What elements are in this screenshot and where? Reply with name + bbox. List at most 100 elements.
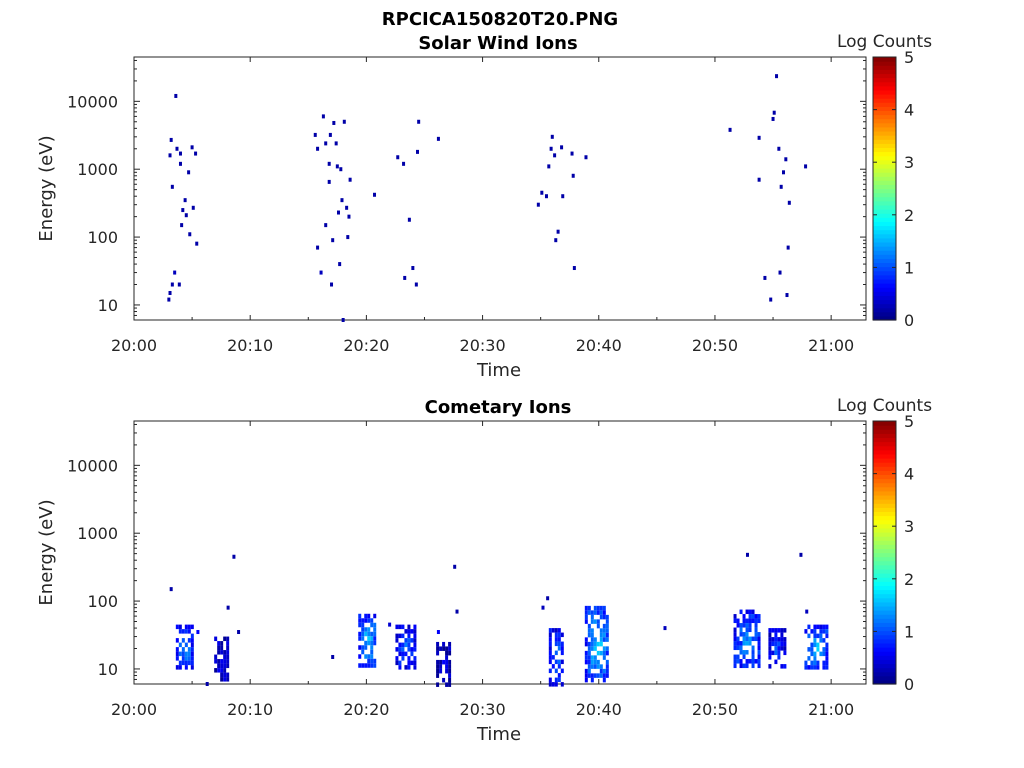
data-cell [445, 655, 449, 660]
data-cell [774, 628, 778, 633]
data-cell [739, 609, 743, 615]
data-cell [410, 638, 414, 643]
data-cell [548, 646, 552, 651]
data-cell [367, 618, 371, 623]
data-cell [584, 614, 588, 620]
data-point [331, 238, 335, 243]
data-cell [816, 642, 820, 648]
colorbar-segment [873, 568, 896, 574]
data-cell [413, 624, 417, 630]
data-point [339, 167, 343, 172]
data-point [177, 282, 181, 287]
data-cell [442, 641, 446, 647]
data-cell [584, 659, 588, 665]
data-cell [804, 629, 808, 634]
colorbar-segment [873, 544, 896, 549]
data-cell [739, 632, 743, 637]
y-tick-label: 1000 [77, 160, 118, 179]
data-point [757, 135, 761, 140]
data-cell [226, 663, 230, 669]
data-cell [780, 628, 784, 633]
data-cell [413, 633, 417, 639]
data-cell [816, 665, 820, 670]
data-cell [825, 633, 829, 639]
colorbar-segment [873, 176, 896, 181]
data-cell [587, 668, 591, 674]
data-point [316, 245, 320, 250]
data-cell [810, 642, 814, 648]
data-cell [605, 673, 609, 678]
data-cell [364, 618, 368, 623]
data-point [316, 146, 320, 151]
data-point [805, 609, 809, 614]
data-cell [748, 636, 752, 642]
data-cell [733, 614, 737, 619]
colorbar-segment [873, 122, 896, 128]
colorbar-segment [873, 474, 896, 480]
colorbar-tick-label: 4 [904, 465, 914, 484]
colorbar-segment [873, 593, 896, 599]
data-cell [748, 659, 752, 664]
data-cell [742, 663, 746, 669]
data-cell [413, 629, 417, 634]
data-point [540, 190, 544, 195]
colorbar-segment [873, 65, 896, 70]
data-point [782, 170, 786, 175]
data-cell [448, 677, 452, 683]
data-point [167, 297, 171, 302]
data-cell [395, 633, 399, 639]
data-cell [748, 623, 752, 628]
data-cell [190, 647, 194, 652]
data-point [341, 318, 345, 322]
data-cell [774, 646, 778, 651]
data-cell [554, 682, 558, 687]
data-cell [181, 629, 185, 634]
data-cell [807, 656, 811, 661]
data-cell [560, 632, 564, 638]
data-cell [757, 654, 761, 660]
data-cell [751, 654, 755, 660]
data-cell [825, 642, 829, 648]
colorbar-segment [873, 283, 896, 288]
data-cell [742, 632, 746, 637]
x-tick-label: 20:10 [227, 336, 273, 355]
data-point [332, 120, 336, 125]
data-cell [807, 624, 811, 630]
data-point [330, 282, 334, 287]
data-point [169, 137, 173, 142]
colorbar-segment [873, 564, 896, 570]
data-cell [810, 651, 814, 657]
data-cell [605, 632, 609, 638]
data-cell [364, 640, 368, 646]
data-cell [220, 650, 224, 655]
colorbar-segment [873, 679, 896, 685]
data-cell [774, 659, 778, 665]
data-cell [442, 646, 446, 651]
data-point [173, 270, 177, 275]
data-cell [190, 633, 194, 639]
data-cell [373, 640, 377, 646]
data-point [181, 208, 185, 213]
data-cell [413, 642, 417, 648]
data-cell [181, 656, 185, 661]
data-cell [439, 668, 443, 674]
data-cell [780, 641, 784, 647]
colorbar-label: Log Counts [837, 396, 932, 416]
data-cell [373, 627, 377, 632]
data-cell [214, 636, 218, 642]
data-cell [370, 618, 374, 623]
data-cell [439, 646, 443, 651]
data-cell [768, 641, 772, 647]
data-cell [401, 656, 405, 661]
colorbar-segment [873, 110, 896, 116]
data-cell [771, 650, 775, 656]
data-point [414, 282, 418, 287]
data-cell [739, 641, 743, 646]
data-point [232, 554, 236, 559]
colorbar-segment [873, 303, 896, 309]
colorbar-tick-label: 2 [904, 570, 914, 589]
colorbar-segment [873, 102, 896, 107]
data-cell [596, 623, 600, 629]
data-cell [780, 637, 784, 642]
data-cell [407, 660, 411, 666]
